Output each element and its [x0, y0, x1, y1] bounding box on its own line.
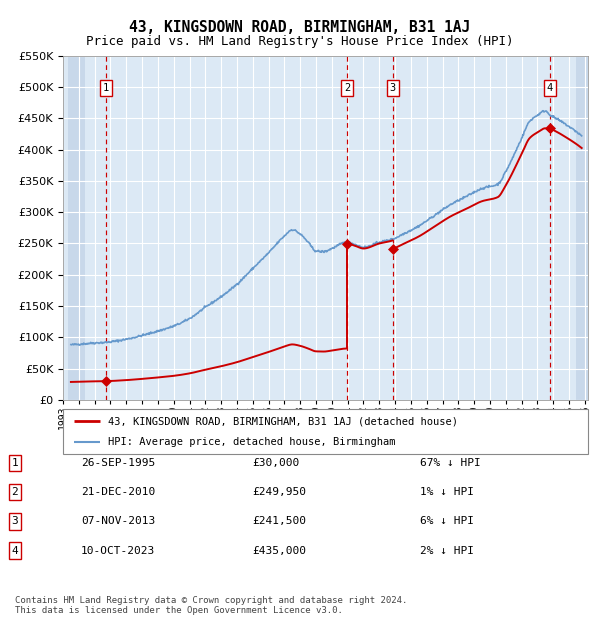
Text: 2: 2: [11, 487, 19, 497]
Text: 2% ↓ HPI: 2% ↓ HPI: [420, 546, 474, 556]
Text: £241,500: £241,500: [252, 516, 306, 526]
FancyBboxPatch shape: [63, 409, 588, 454]
Text: Contains HM Land Registry data © Crown copyright and database right 2024.
This d: Contains HM Land Registry data © Crown c…: [15, 596, 407, 615]
Text: 3: 3: [389, 83, 396, 94]
Text: 6% ↓ HPI: 6% ↓ HPI: [420, 516, 474, 526]
Text: 21-DEC-2010: 21-DEC-2010: [81, 487, 155, 497]
Text: 43, KINGSDOWN ROAD, BIRMINGHAM, B31 1AJ: 43, KINGSDOWN ROAD, BIRMINGHAM, B31 1AJ: [130, 20, 470, 35]
Text: 3: 3: [11, 516, 19, 526]
Bar: [68, 56, 85, 400]
Text: 67% ↓ HPI: 67% ↓ HPI: [420, 458, 481, 468]
Text: HPI: Average price, detached house, Birmingham: HPI: Average price, detached house, Birm…: [107, 436, 395, 447]
Text: 1: 1: [103, 83, 109, 94]
Text: £435,000: £435,000: [252, 546, 306, 556]
Text: 07-NOV-2013: 07-NOV-2013: [81, 516, 155, 526]
Text: 10-OCT-2023: 10-OCT-2023: [81, 546, 155, 556]
Text: 2: 2: [344, 83, 350, 94]
Text: £249,950: £249,950: [252, 487, 306, 497]
Text: 1% ↓ HPI: 1% ↓ HPI: [420, 487, 474, 497]
Text: 4: 4: [11, 546, 19, 556]
Text: 1: 1: [11, 458, 19, 468]
Bar: [575, 56, 588, 400]
Text: 26-SEP-1995: 26-SEP-1995: [81, 458, 155, 468]
Text: 43, KINGSDOWN ROAD, BIRMINGHAM, B31 1AJ (detached house): 43, KINGSDOWN ROAD, BIRMINGHAM, B31 1AJ …: [107, 416, 458, 427]
Text: Price paid vs. HM Land Registry's House Price Index (HPI): Price paid vs. HM Land Registry's House …: [86, 35, 514, 48]
Text: 4: 4: [547, 83, 553, 94]
Text: £30,000: £30,000: [252, 458, 299, 468]
